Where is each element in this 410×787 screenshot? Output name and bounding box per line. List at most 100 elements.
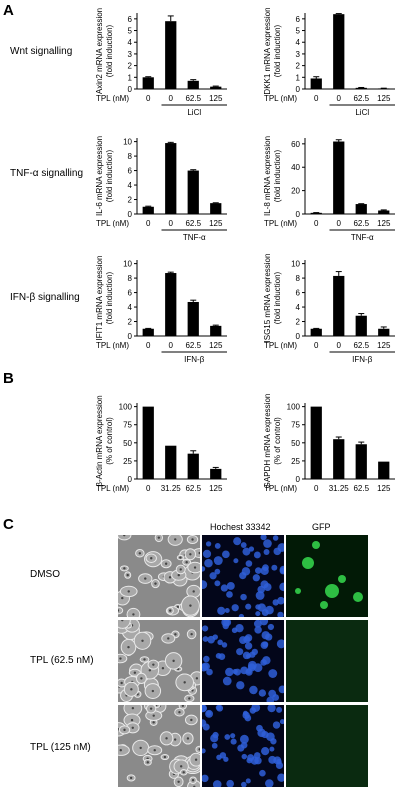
chart-ifit1: 0 2 4 6 8 10 IFIT1 mRNA expression (fold induct…: [80, 252, 235, 370]
bar: [142, 77, 154, 89]
x-axis-label: TPL (nM): [96, 484, 129, 493]
y-tick-label: 2: [128, 62, 133, 71]
gfp-image: [286, 535, 368, 617]
x-tick-label: 0: [314, 484, 319, 493]
x-tick-label: 0: [314, 219, 319, 228]
y-tick-label: 2: [296, 62, 301, 71]
hoechst-image: [202, 535, 284, 617]
chart-svg: 0 2 4 6 8 10 IL-6 mRNA expression (fold inducti…: [95, 136, 227, 242]
y-tick-label: 1: [128, 73, 133, 82]
bar: [142, 406, 154, 479]
y-axis-label: (fold induction): [105, 149, 114, 202]
chart-gapdh: 0 25 50 75 100 GAPDH mRNA expression (% of con…: [248, 394, 403, 513]
y-axis-label: ISG15 mRNA expression: [263, 254, 272, 343]
chart-svg: 0 1 2 3 4 5 6 DKK1 mRNA expression (fold inducti…: [263, 7, 395, 117]
treatment-label: TNF-α: [351, 233, 374, 242]
y-tick-label: 40: [291, 163, 300, 172]
y-tick-label: 6: [128, 15, 133, 24]
x-tick-label: 125: [209, 341, 223, 350]
y-tick-label: 100: [119, 403, 133, 412]
y-tick-label: 8: [128, 152, 133, 161]
x-tick-label: 125: [377, 219, 391, 228]
y-axis-label: GAPDH mRNA expression: [263, 394, 272, 489]
y-axis-label: (% of control): [105, 417, 114, 465]
x-tick-label: 62.5: [185, 219, 201, 228]
bar: [333, 141, 345, 214]
bar: [378, 210, 390, 214]
chart-svg: 0 25 50 75 100 GAPDH mRNA expression (% of con…: [263, 394, 395, 493]
x-axis-label: TPL (nM): [96, 94, 129, 103]
x-tick-label: 125: [209, 484, 223, 493]
y-tick-label: 5: [128, 27, 133, 36]
row-label-tnf: TNF-α signalling: [10, 168, 84, 179]
x-tick-label: 0: [314, 341, 319, 350]
bar: [210, 86, 222, 89]
y-tick-label: 100: [287, 403, 301, 412]
x-tick-label: 31.25: [161, 484, 182, 493]
treatment-label: IFN-β: [184, 355, 205, 364]
phase-contrast-image: [118, 535, 200, 617]
bar: [142, 328, 154, 336]
x-tick-label: 0: [146, 94, 151, 103]
y-tick-label: 4: [128, 303, 133, 312]
y-tick-label: 6: [296, 15, 301, 24]
y-tick-label: 4: [128, 38, 133, 47]
y-axis-label: IL-6 mRNA expression: [95, 136, 104, 216]
y-axis-label: (fold induction): [273, 149, 282, 202]
y-tick-label: 4: [128, 181, 133, 190]
treatment-label: LiCl: [187, 108, 201, 117]
y-axis-label: (fold induction): [273, 24, 282, 77]
y-tick-label: 0: [296, 332, 301, 341]
y-axis-label: Axin2 mRNA expression: [95, 8, 104, 94]
chart-svg: 0 2 4 6 8 10 IFIT1 mRNA expression (fold induct…: [95, 256, 227, 364]
y-tick-label: 0: [128, 210, 133, 219]
bar: [378, 88, 390, 89]
y-tick-label: 10: [291, 260, 300, 269]
treatment-label: IFN-β: [352, 355, 373, 364]
bar: [187, 301, 199, 336]
y-tick-label: 50: [123, 439, 132, 448]
x-tick-label: 125: [377, 341, 391, 350]
y-tick-label: 4: [296, 303, 301, 312]
y-tick-label: 3: [128, 50, 133, 59]
row-label-dmso: DMSO: [30, 569, 60, 580]
chart-svg: 0 1 2 3 4 5 6 Axin2 mRNA expression (fold induct…: [95, 8, 227, 117]
y-tick-label: 5: [296, 27, 301, 36]
bar: [187, 170, 199, 214]
bar: [310, 212, 322, 214]
y-tick-label: 0: [296, 475, 301, 484]
bar: [142, 206, 154, 214]
phase-contrast-image: [118, 705, 200, 787]
panel-letter-b: B: [3, 370, 14, 387]
y-tick-label: 50: [291, 439, 300, 448]
x-tick-label: 31.25: [329, 484, 350, 493]
y-tick-label: 10: [123, 138, 132, 147]
x-tick-label: 0: [337, 94, 342, 103]
bar: [355, 204, 367, 214]
row-label-tpl-62: TPL (62.5 nM): [30, 655, 94, 666]
x-tick-label: 62.5: [353, 341, 369, 350]
gfp-image: [286, 705, 368, 787]
chart-dkk1: 0 1 2 3 4 5 6 DKK1 mRNA expression (fold inducti…: [248, 5, 403, 123]
bar: [310, 78, 322, 89]
bar: [165, 143, 177, 214]
y-axis-label: IFIT1 mRNA expression: [95, 256, 104, 341]
x-tick-label: 0: [146, 219, 151, 228]
bar: [165, 273, 177, 336]
x-axis-label: TPL (nM): [264, 341, 297, 350]
y-tick-label: 8: [128, 274, 133, 283]
x-tick-label: 62.5: [353, 94, 369, 103]
y-tick-label: 0: [128, 85, 133, 94]
x-tick-label: 125: [377, 484, 391, 493]
y-tick-label: 2: [128, 318, 133, 327]
hoechst-image: [202, 705, 284, 787]
bar: [355, 444, 367, 479]
x-tick-label: 62.5: [185, 341, 201, 350]
y-tick-label: 0: [296, 85, 301, 94]
bar: [210, 203, 222, 214]
bar: [333, 275, 345, 336]
column-header-gfp: GFP: [312, 522, 331, 532]
y-tick-label: 75: [291, 421, 300, 430]
y-tick-label: 25: [291, 457, 300, 466]
y-tick-label: 2: [296, 318, 301, 327]
